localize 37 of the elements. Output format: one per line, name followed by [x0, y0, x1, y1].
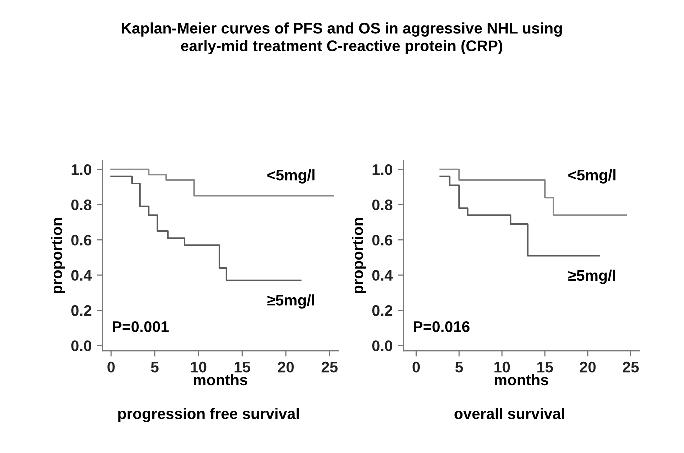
x-tick-label: 25	[622, 362, 640, 373]
y-tick-label: 0.4	[72, 270, 92, 282]
y-tick-label: 0.6	[72, 234, 92, 246]
annotation: P=0.001	[113, 322, 169, 332]
x-tick-label: 10	[494, 362, 510, 373]
x-tick-label: 5	[456, 362, 464, 373]
y-tick-label: 0.8	[72, 200, 92, 211]
x-tick-label: 20	[278, 362, 294, 373]
annotation: P=0.016	[414, 322, 470, 332]
x-axis-title: months	[194, 374, 248, 386]
y-tick-label: 0.0	[372, 340, 393, 352]
y-tick-label: 1.0	[372, 164, 393, 176]
y-tick-label: 0.2	[72, 305, 92, 316]
y-tick-label: 0.6	[372, 234, 393, 246]
text: overall survival	[454, 408, 564, 420]
text: progression free survival	[118, 408, 299, 422]
chart-title: Kaplan-Meier curves of PFS and OS in aggressive NHL using early-mid treatment C-reactive protein (CRP)	[122, 22, 562, 55]
x-axis-title: months	[494, 374, 549, 386]
y-tick-label: 0.8	[372, 200, 393, 211]
series-label: <5mg/l	[568, 170, 616, 184]
x-tick-label: 0	[108, 362, 115, 373]
x-tick-label: 0	[412, 362, 420, 373]
x-tick-label: 5	[151, 362, 159, 373]
x-tick-label: 25	[322, 362, 338, 373]
y-tick-label: 0.2	[372, 305, 393, 316]
x-tick-label: 15	[538, 362, 554, 373]
y-tick-label: 1.0	[72, 164, 92, 176]
y-axis-title: proportion	[352, 218, 366, 294]
x-tick-label: 15	[234, 362, 251, 373]
y-tick-label: 0.4	[372, 270, 394, 282]
y-tick-label: 0.0	[72, 340, 92, 352]
series-label: ≥5mg/l	[568, 270, 616, 284]
x-tick-label: 10	[191, 362, 207, 373]
x-tick-label: 20	[580, 362, 596, 373]
series-label: ≥5mg/l	[268, 294, 314, 309]
series-label: <5mg/l	[268, 170, 315, 184]
y-axis-title: proportion	[51, 218, 66, 294]
